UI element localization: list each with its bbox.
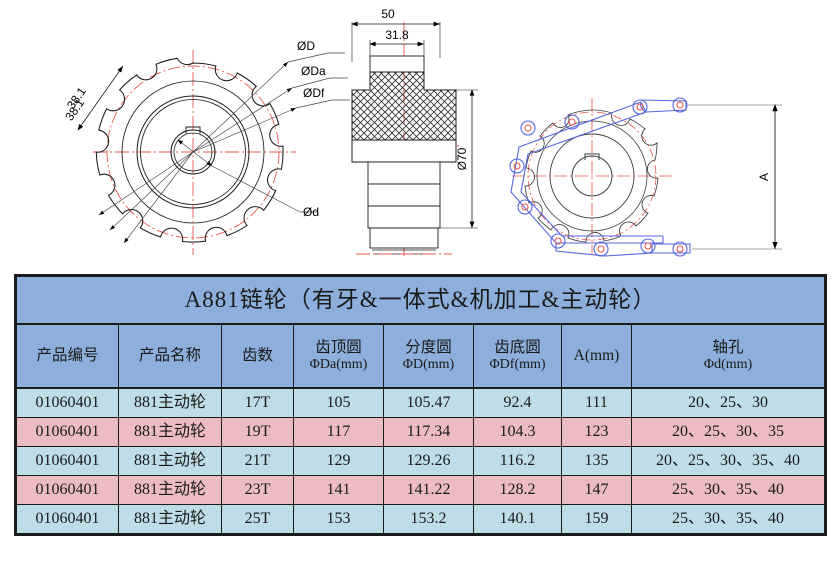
label-bore-diameter: Ød (303, 205, 319, 219)
table-cell-r0-c7: 20、25、30 (630, 387, 827, 418)
table-cell-r2-c5: 116.2 (473, 446, 562, 476)
table-cell-r4-c4: 153.2 (383, 504, 474, 535)
table-cell-r0-c2: 17T (221, 387, 294, 418)
table-row[interactable]: 01060401 881主动轮 19T 117 117.34 104.3 123 20、25、… (15, 417, 827, 447)
table-cell-r3-c4: 141.22 (383, 475, 474, 505)
table-header-7: 轴孔 Φd(mm) (630, 323, 827, 389)
table-cell-r0-c6: 111 (561, 387, 632, 418)
table-cell-r1-c4: 117.34 (383, 417, 474, 447)
table-row[interactable]: 01060401 881主动轮 21T 129 129.26 116.2 135 20、25、… (15, 446, 827, 476)
dim-hub-width: 31.8 (385, 28, 409, 42)
specification-table-container: A881链轮（有牙&一体式&机加工&主动轮） 产品编号 产品名称 齿数 齿顶圆 ΦDa(m… (14, 274, 828, 536)
table-cell-r4-c2: 25T (221, 504, 294, 535)
table-cell-r3-c7: 25、30、35、40 (630, 475, 827, 505)
table-header-1: 产品名称 (118, 323, 222, 389)
dim-overall-width: 50 (381, 7, 395, 21)
table-cell-r4-c3: 153 (293, 504, 384, 535)
table-title: A881链轮（有牙&一体式&机加工&主动轮） (14, 275, 827, 325)
table-cell-r2-c4: 129.26 (383, 446, 474, 476)
table-cell-r1-c6: 123 (561, 417, 632, 447)
table-cell-r3-c5: 128.2 (473, 475, 562, 505)
sprocket-with-chain-view: A (509, 97, 782, 257)
label-pitch-diameter: ØD (297, 39, 315, 53)
table-cell-r0-c1: 881主动轮 (118, 387, 222, 418)
table-cell-r2-c0: 01060401 (15, 446, 119, 476)
table-header-2: 齿数 (221, 323, 294, 389)
table-cell-r3-c2: 23T (221, 475, 294, 505)
table-cell-r3-c0: 01060401 (15, 475, 119, 505)
sprocket-front-view: 38.1 ØD ØDa ØDf Ød (64, 39, 350, 255)
table-row[interactable]: 01060401 881主动轮 25T 153 153.2 140.1 159 25、30、3… (15, 504, 827, 535)
table-header-3: 齿顶圆 ΦDa(mm) (293, 323, 384, 389)
table-header-6: A(mm) (561, 323, 632, 389)
table-cell-r4-c1: 881主动轮 (118, 504, 222, 535)
table-cell-r1-c7: 20、25、30、35 (630, 417, 827, 447)
table-cell-r4-c6: 159 (561, 504, 632, 535)
table-header-5: 齿底圆 ΦDf(mm) (473, 323, 562, 389)
table-cell-r0-c4: 105.47 (383, 387, 474, 418)
table-header-4: 分度圆 ΦD(mm) (383, 323, 474, 389)
technical-drawing-area: 38.1 ØD ØDa ØDf Ød 50 (0, 0, 838, 268)
table-cell-r2-c3: 129 (293, 446, 384, 476)
table-cell-r4-c5: 140.1 (473, 504, 562, 535)
table-cell-r4-c7: 25、30、35、40 (630, 504, 827, 535)
table-cell-r2-c7: 20、25、30、35、40 (630, 446, 827, 476)
table-header-0: 产品编号 (15, 323, 119, 389)
table-cell-r2-c1: 881主动轮 (118, 446, 222, 476)
table-row[interactable]: 01060401 881主动轮 23T 141 141.22 128.2 147 25、30、… (15, 475, 827, 505)
table-cell-r1-c3: 117 (293, 417, 384, 447)
table-cell-r1-c5: 104.3 (473, 417, 562, 447)
table-cell-r3-c1: 881主动轮 (118, 475, 222, 505)
table-cell-r2-c6: 135 (561, 446, 632, 476)
label-tip-diameter: ØDa (301, 64, 326, 78)
table-cell-r2-c2: 21T (221, 446, 294, 476)
dim-across-flats: A (757, 173, 771, 181)
table-cell-r0-c0: 01060401 (15, 387, 119, 418)
table-cell-r4-c0: 01060401 (15, 504, 119, 535)
table-cell-r0-c3: 105 (293, 387, 384, 418)
table-cell-r0-c5: 92.4 (473, 387, 562, 418)
table-cell-r3-c6: 147 (561, 475, 632, 505)
table-cell-r1-c1: 881主动轮 (118, 417, 222, 447)
label-root-diameter: ØDf (303, 86, 325, 100)
table-row[interactable]: 01060401 881主动轮 17T 105 105.47 92.4 111 20、25、3… (15, 387, 827, 418)
sprocket-section-view: 50 31.8 Ø70 (351, 7, 478, 258)
specification-table: A881链轮（有牙&一体式&机加工&主动轮） 产品编号 产品名称 齿数 齿顶圆 ΦDa(m… (14, 274, 828, 536)
dim-hub-diameter: Ø70 (455, 147, 469, 170)
table-cell-r1-c0: 01060401 (15, 417, 119, 447)
table-cell-r1-c2: 19T (221, 417, 294, 447)
table-cell-r3-c3: 141 (293, 475, 384, 505)
